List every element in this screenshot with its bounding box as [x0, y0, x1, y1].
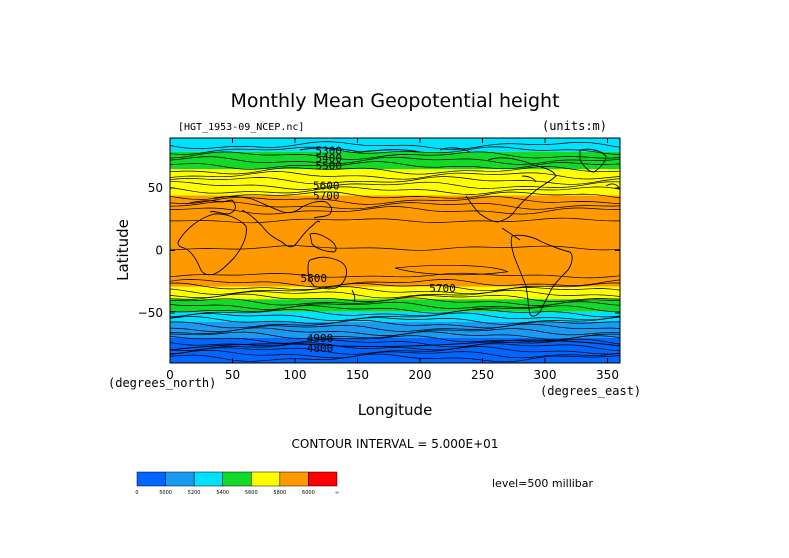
contour-line: [170, 308, 620, 318]
x-tick-label: 50: [225, 368, 240, 382]
colorbar-swatch: [165, 471, 195, 487]
contour-line: [170, 342, 620, 351]
y-tick-label: 50: [148, 181, 163, 195]
colorbar-swatch: [193, 471, 223, 487]
color-band-1: [170, 151, 620, 170]
colorbar-tick-label: ∞: [335, 490, 339, 496]
chart-title: Monthly Mean Geopotential height: [230, 90, 559, 112]
contour-line: [170, 201, 620, 210]
contour-label: 5700: [429, 282, 456, 295]
colorbar-tick-label: 0: [135, 490, 138, 496]
contour-line: [170, 245, 620, 251]
contour-line: [170, 316, 620, 325]
contour-line: [170, 151, 620, 160]
contour-line: [170, 166, 620, 175]
x-unit-label: (degrees_east): [540, 384, 641, 398]
contour-line: [170, 191, 620, 200]
colorbar-swatch: [222, 471, 252, 487]
x-tick-label: 250: [471, 368, 494, 382]
level-text: level=500 millibar: [492, 477, 594, 490]
contour-label: 5600: [313, 180, 340, 193]
contour-label: 5700: [313, 190, 340, 203]
contour-line: [170, 301, 620, 310]
y-unit-label: (degrees_north): [108, 376, 216, 390]
colorbar-tick-label: 5000: [159, 490, 172, 496]
x-tick-label: 200: [409, 368, 432, 382]
contour-label: 4900: [307, 332, 334, 345]
contour-line: [170, 279, 620, 288]
contour-line: [170, 289, 620, 299]
contour-line: [170, 141, 620, 150]
colorbar-swatch: [251, 471, 281, 487]
color-band-5: [170, 299, 620, 312]
contour-label: 5500: [316, 160, 343, 173]
file-label: [HGT_1953-09_NCEP.nc]: [178, 122, 304, 133]
colorbar-tick-label: 5600: [245, 490, 258, 496]
colorbar-tick-label: 5200: [188, 490, 201, 496]
colorbar-tick-label: 5800: [273, 490, 286, 496]
contour-line: [170, 331, 620, 340]
contour-line: [170, 217, 620, 224]
contour-line: [170, 161, 620, 170]
colorbar-tick-label: 6000: [302, 490, 315, 496]
contour-line: [170, 186, 620, 195]
contour-line: [170, 346, 620, 355]
y-axis-label: Latitude: [114, 219, 132, 281]
color-band-3: [170, 195, 620, 287]
y-axis-ticks: 50 0 −50: [138, 181, 620, 320]
contour-line: [170, 353, 620, 363]
y-tick-label: −50: [138, 306, 163, 320]
x-tick-label: 100: [284, 368, 307, 382]
contour-line: [170, 349, 620, 359]
contour-line: [170, 282, 620, 292]
x-tick-label: 300: [534, 368, 557, 382]
contour-line: [170, 176, 620, 185]
y-tick-label: 0: [155, 244, 163, 258]
x-tick-label: 0: [166, 368, 174, 382]
coastlines: [170, 147, 620, 351]
contour-line: [170, 181, 620, 190]
x-tick-label: 150: [346, 368, 369, 382]
x-axis-label: Longitude: [358, 401, 433, 419]
contour-line: [170, 171, 620, 180]
contour-label: 5800: [301, 272, 328, 285]
contour-line: [170, 146, 620, 155]
contour-line: [394, 264, 509, 276]
contour-line: [170, 312, 620, 322]
contour-label: 4800: [307, 342, 334, 355]
units-label: (units:m): [542, 119, 607, 133]
x-tick-label: 350: [596, 368, 619, 382]
contour-label: 5300: [316, 145, 343, 158]
colorbar-swatch: [308, 471, 338, 487]
x-axis-ticks: 0 50 100 150 200 250 300 350: [166, 138, 619, 382]
contour-line: [170, 272, 620, 279]
contour-interval-text: CONTOUR INTERVAL = 5.000E+01: [292, 437, 499, 451]
contour-line: [170, 286, 620, 295]
colorbar-tick-label: 5400: [216, 490, 229, 496]
contour-line: [170, 297, 620, 306]
color-band-2: [170, 169, 620, 196]
colorbar-swatch: [136, 471, 166, 487]
contour-line: [170, 335, 620, 344]
colorbar-swatch: [279, 471, 309, 487]
contour-line: [170, 327, 620, 336]
contour-line: [170, 319, 620, 329]
contour-label: 5400: [316, 152, 343, 165]
colorbar: 0 5000 5200 5400 5600 5800 6000 ∞: [135, 471, 339, 496]
color-band-0: [170, 138, 620, 152]
contour-line: [170, 156, 620, 165]
contour-line: [170, 305, 620, 314]
